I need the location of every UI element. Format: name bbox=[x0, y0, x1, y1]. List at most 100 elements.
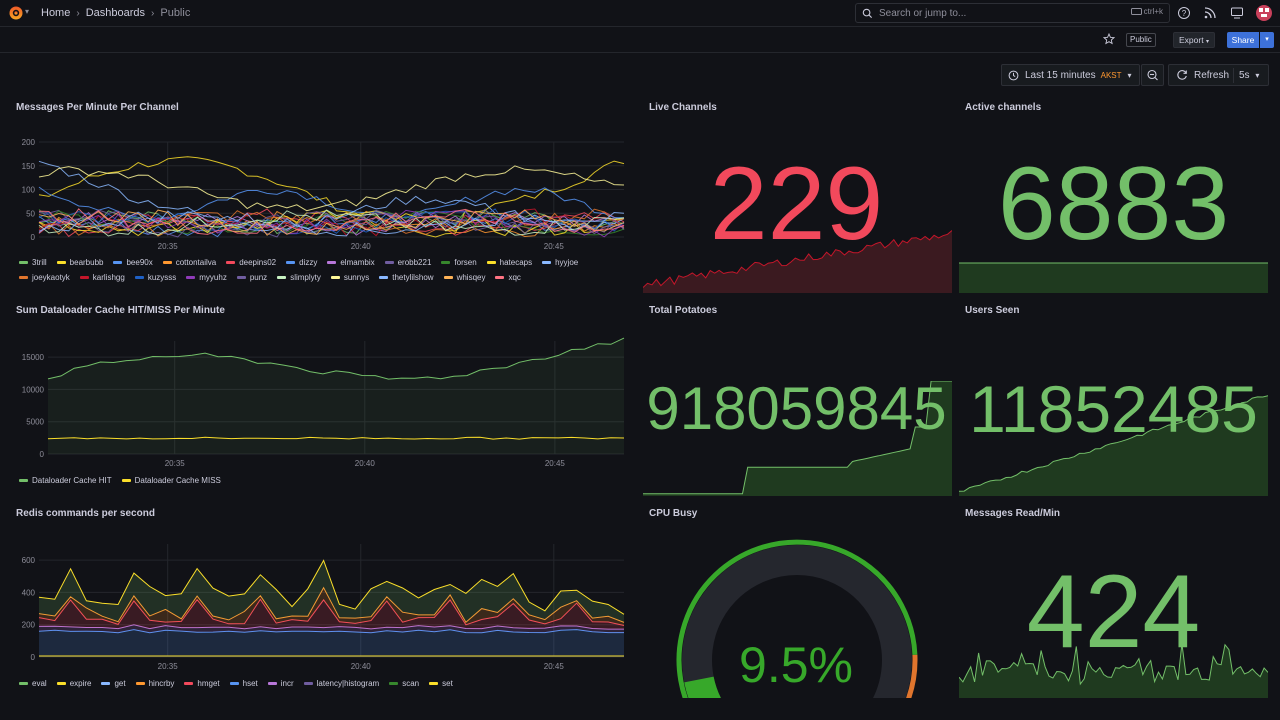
panel-title: Messages Read/Min bbox=[965, 508, 1061, 519]
legend-swatch bbox=[162, 261, 172, 264]
sparkline-area bbox=[959, 395, 1268, 496]
shortcut-text: ctrl+k bbox=[1143, 7, 1163, 16]
legend-item[interactable]: thetylilshow bbox=[379, 270, 434, 285]
legend-item[interactable]: set bbox=[429, 676, 453, 691]
legend-item[interactable]: elmambix bbox=[327, 255, 375, 270]
legend-swatch bbox=[303, 682, 313, 685]
panel-dataloader-cache[interactable]: Sum Dataloader Cache HIT/MISS Per Minute… bbox=[8, 299, 634, 495]
dashboard-actions-bar bbox=[0, 28, 1280, 53]
legend-swatch bbox=[379, 276, 389, 279]
legend-item[interactable]: latency|histogram bbox=[303, 676, 379, 691]
refresh-button[interactable]: Refresh bbox=[1194, 69, 1230, 81]
stack-line bbox=[38, 629, 624, 634]
sparkline-area bbox=[643, 230, 952, 293]
legend-item[interactable]: whisqey bbox=[443, 270, 485, 285]
panel-redis-commands[interactable]: Redis commands per second 600 400 200 0 20:3… bbox=[8, 502, 634, 698]
legend-item[interactable]: Dataloader Cache MISS bbox=[121, 473, 221, 488]
legend-item[interactable]: deepins02 bbox=[226, 255, 276, 270]
time-range-picker[interactable]: Last 15 minutes AKST ▾ bbox=[1001, 64, 1140, 86]
legend-label: sunnys bbox=[343, 273, 370, 282]
legend-label: dizzy bbox=[299, 258, 318, 267]
sparkline-line bbox=[959, 395, 1268, 492]
messages-chart[interactable]: 200 150 100 50 0 20:35 20:40 20:45 bbox=[8, 130, 634, 290]
messages-read-sparkline bbox=[959, 643, 1268, 698]
legend-item[interactable]: incr bbox=[267, 676, 294, 691]
breadcrumb-dashboards[interactable]: Dashboards bbox=[85, 7, 146, 19]
legend-item[interactable]: slimplyty bbox=[277, 270, 321, 285]
legend-item[interactable]: erobb221 bbox=[384, 255, 431, 270]
refresh-interval-select[interactable]: 5s ▾ bbox=[1239, 70, 1259, 81]
legend-item[interactable]: scan bbox=[389, 676, 419, 691]
y-tick-label: 400 bbox=[22, 588, 36, 597]
panel-messages-read[interactable]: Messages Read/Min 424 bbox=[957, 502, 1270, 699]
panel-cpu-busy[interactable]: CPU Busy 9.5% bbox=[641, 502, 952, 699]
legend-item[interactable]: hatecaps bbox=[486, 255, 532, 270]
star-icon[interactable] bbox=[1103, 33, 1115, 45]
help-icon[interactable]: ? bbox=[1177, 6, 1191, 20]
zoom-out-button[interactable] bbox=[1141, 64, 1164, 86]
legend-item[interactable]: bearbubb bbox=[56, 255, 103, 270]
total-potatoes-sparkline bbox=[643, 381, 952, 496]
legend-swatch bbox=[19, 479, 28, 482]
legend-item[interactable]: hmget bbox=[184, 676, 220, 691]
panel-live-channels[interactable]: Live Channels 229 bbox=[641, 96, 952, 293]
legend-item[interactable]: eval bbox=[19, 676, 47, 691]
legend-item[interactable]: expire bbox=[56, 676, 91, 691]
chevron-down-icon[interactable]: ▾ bbox=[25, 7, 30, 16]
legend-item[interactable]: bee90x bbox=[113, 255, 153, 270]
stack-area bbox=[39, 629, 624, 657]
legend-item[interactable]: hset bbox=[229, 676, 258, 691]
breadcrumb-home[interactable]: Home bbox=[41, 7, 71, 19]
legend-item[interactable]: forsen bbox=[441, 255, 477, 270]
legend-item[interactable]: cottontailva bbox=[162, 255, 216, 270]
legend-item[interactable]: hyyjoe bbox=[542, 255, 578, 270]
legend-label: joeykaotyk bbox=[32, 273, 70, 282]
legend-item[interactable]: karlishgg bbox=[79, 270, 125, 285]
legend-label: thetylilshow bbox=[392, 273, 434, 282]
panel-messages-per-minute[interactable]: Messages Per Minute Per Channel 200 150 10… bbox=[8, 96, 634, 292]
export-button[interactable]: Export ▾ bbox=[1173, 32, 1215, 48]
sparkline-line bbox=[643, 230, 952, 288]
dataloader-chart[interactable]: 15000 10000 5000 0 20:35 20:40 20:45 bbox=[8, 329, 634, 489]
total-potatoes-value: 918059845 bbox=[646, 375, 947, 442]
legend-item[interactable]: punz bbox=[236, 270, 267, 285]
series-area-hit bbox=[48, 338, 624, 454]
stack-area bbox=[39, 599, 624, 630]
stack-area bbox=[39, 587, 624, 626]
panel-title: Redis commands per second bbox=[16, 508, 155, 519]
legend-item[interactable]: Dataloader Cache HIT bbox=[19, 473, 112, 488]
rss-news-icon[interactable] bbox=[1203, 6, 1217, 20]
refresh-icon[interactable] bbox=[1176, 69, 1188, 81]
share-button[interactable]: Share bbox=[1227, 32, 1259, 48]
legend-label: myyuhz bbox=[199, 273, 227, 282]
legend-swatch bbox=[384, 261, 394, 264]
y-tick-label: 200 bbox=[22, 138, 36, 147]
legend-item[interactable]: dizzy bbox=[286, 255, 317, 270]
legend-item[interactable]: 3trill bbox=[19, 255, 47, 270]
legend-item[interactable]: hincrby bbox=[135, 676, 175, 691]
search-input[interactable]: Search or jump to... ctrl+k bbox=[855, 3, 1170, 23]
panel-total-potatoes[interactable]: Total Potatoes 918059845 bbox=[641, 299, 952, 496]
legend-label: kuzysss bbox=[147, 273, 177, 282]
legend-label: deepins02 bbox=[239, 258, 277, 267]
legend-item[interactable]: get bbox=[101, 676, 126, 691]
panel-title: Sum Dataloader Cache HIT/MISS Per Minute bbox=[16, 305, 225, 316]
legend-label: Dataloader Cache HIT bbox=[32, 476, 112, 485]
grafana-logo-icon[interactable] bbox=[8, 5, 24, 21]
panel-active-channels[interactable]: Active channels 6883 bbox=[957, 96, 1270, 293]
share-dropdown-button[interactable]: ▾ bbox=[1260, 32, 1274, 48]
panel-users-seen[interactable]: Users Seen 11852485 bbox=[957, 299, 1270, 496]
divider bbox=[1233, 68, 1234, 83]
legend-item[interactable]: sunnys bbox=[330, 270, 370, 285]
legend-item[interactable]: myyuhz bbox=[186, 270, 227, 285]
legend-item[interactable]: joeykaotyk bbox=[19, 270, 70, 285]
monitor-icon[interactable] bbox=[1230, 6, 1244, 20]
legend-label: hincrby bbox=[148, 679, 175, 688]
legend-item[interactable]: kuzysss bbox=[134, 270, 177, 285]
avatar[interactable] bbox=[1256, 5, 1272, 21]
legend-item[interactable]: xqc bbox=[495, 270, 521, 285]
y-tick-label: 15000 bbox=[22, 353, 45, 362]
chevron-right-icon: › bbox=[151, 7, 155, 19]
legend-swatch bbox=[443, 276, 453, 279]
redis-chart[interactable]: 600 400 200 0 20:35 20:40 20:45 bbox=[8, 532, 634, 692]
